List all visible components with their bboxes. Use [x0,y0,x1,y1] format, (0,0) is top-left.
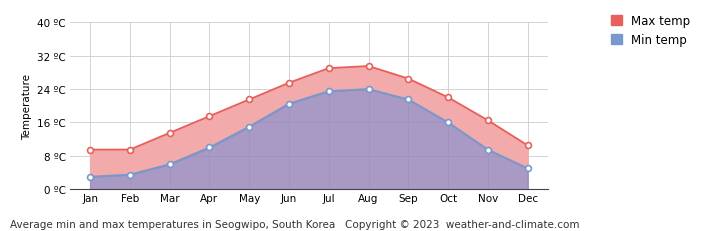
Point [84,148,95,152]
Point [522,167,534,170]
Point [84,175,95,179]
Point [164,163,176,166]
Point [522,144,534,148]
Y-axis label: Temperature: Temperature [22,73,32,139]
Point [363,88,374,91]
Point [284,102,295,106]
Point [204,146,215,150]
Point [164,131,176,135]
Legend: Max temp, Min temp: Max temp, Min temp [609,13,693,49]
Text: Average min and max temperatures in Seogwipo, South Korea   Copyright © 2023  we: Average min and max temperatures in Seog… [10,219,580,229]
Point [482,148,494,152]
Point [403,77,414,81]
Point [244,98,255,102]
Point [323,67,334,71]
Point [124,148,135,152]
Point [363,65,374,69]
Point [482,119,494,123]
Point [442,96,453,100]
Point [244,125,255,129]
Point [403,98,414,102]
Point [124,173,135,177]
Point [284,82,295,85]
Point [442,121,453,125]
Point [204,115,215,119]
Point [323,90,334,94]
